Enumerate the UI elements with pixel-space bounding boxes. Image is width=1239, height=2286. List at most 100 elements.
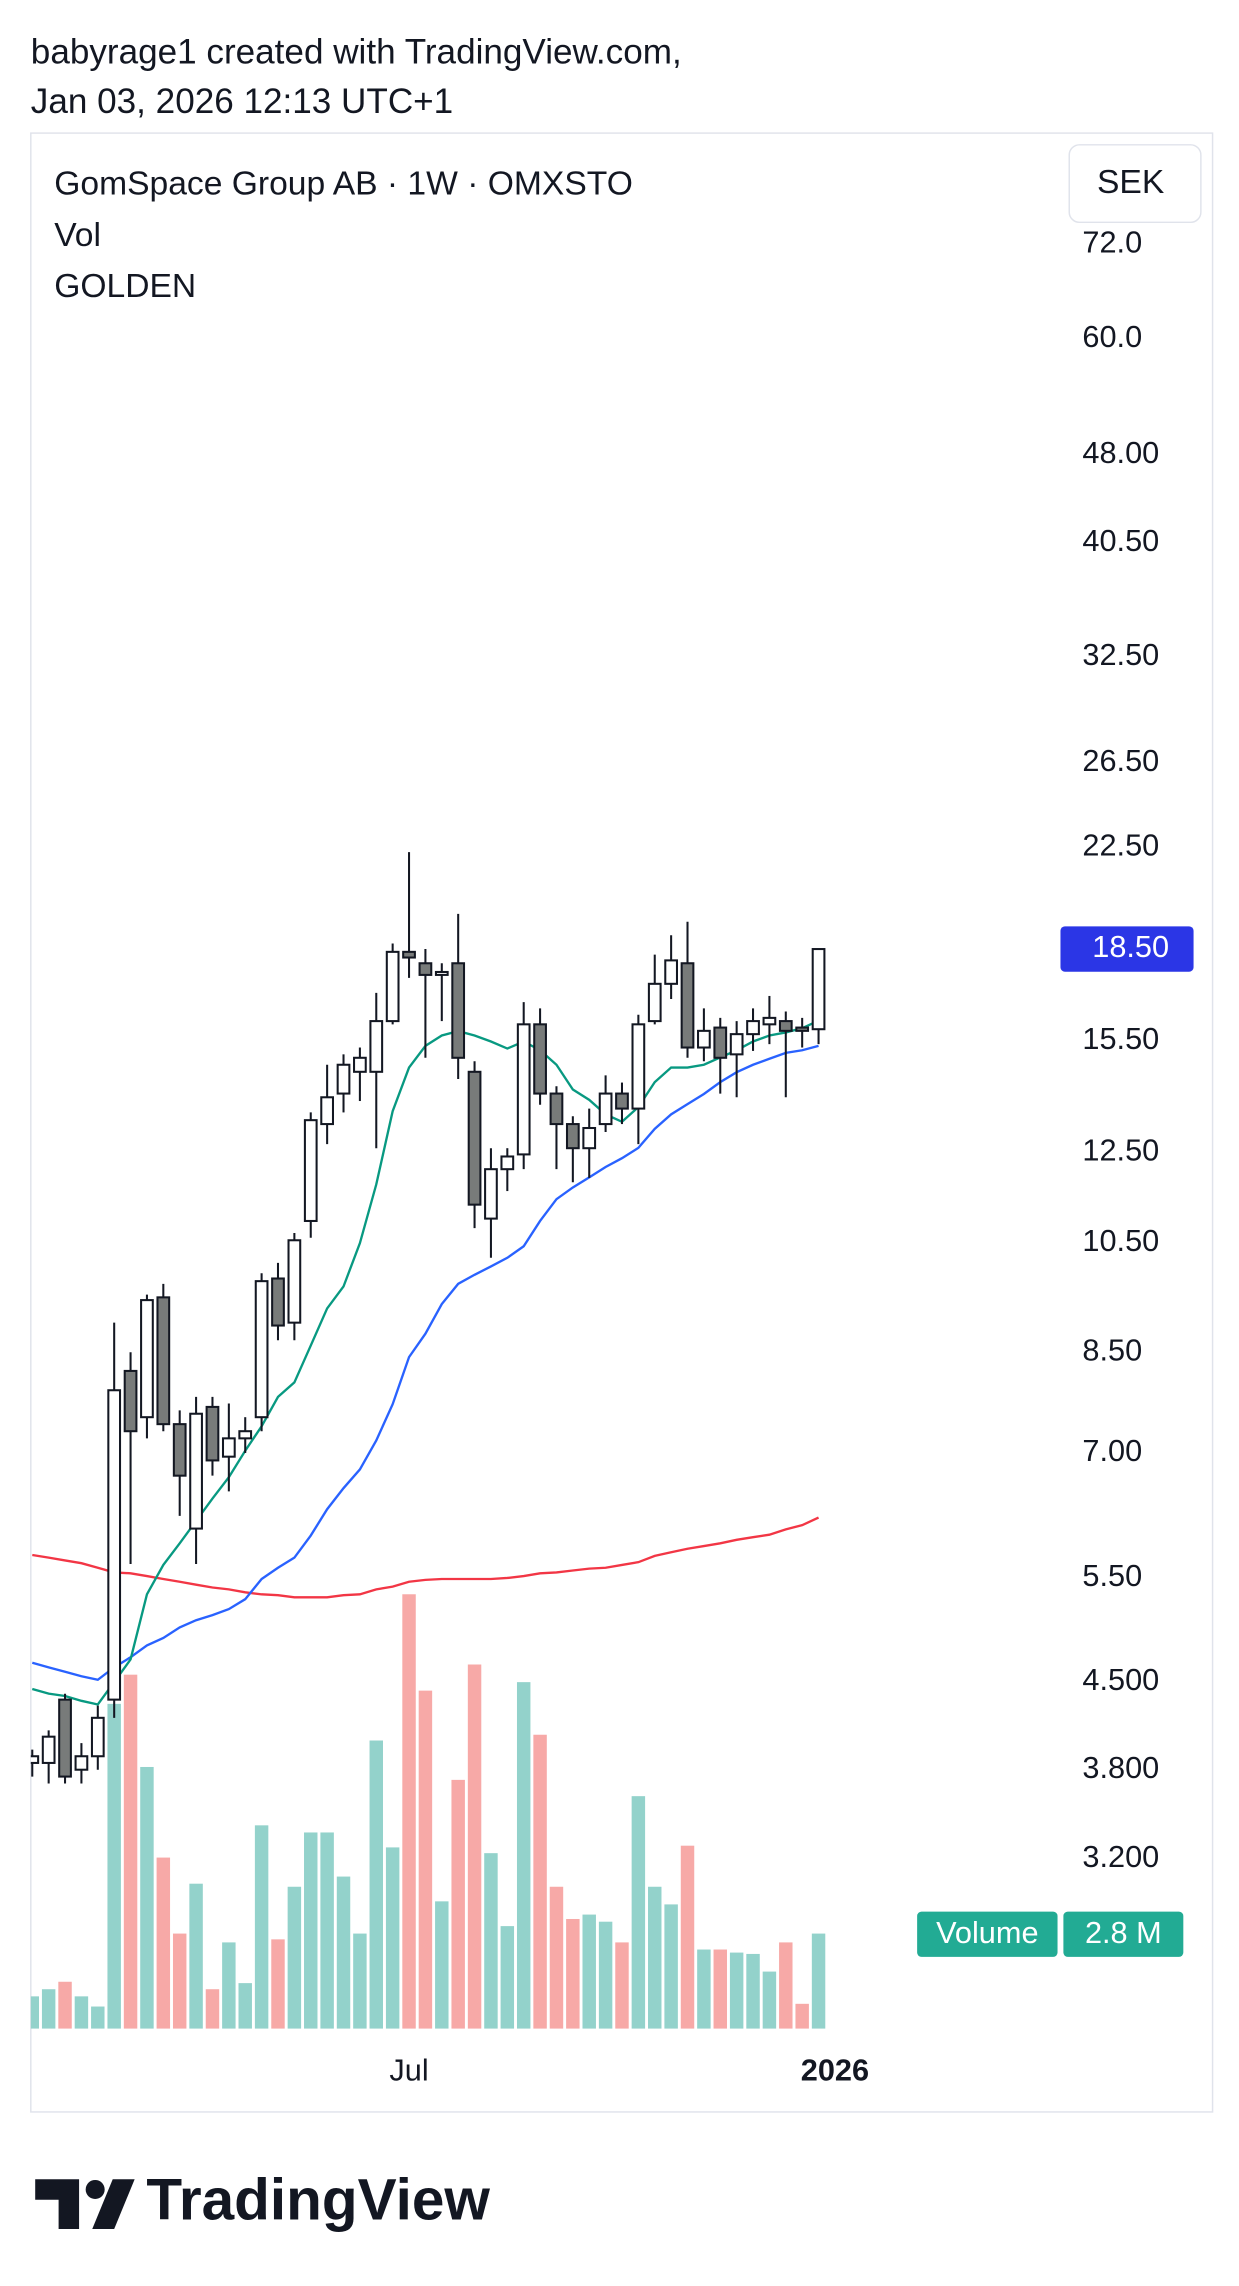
candle-body bbox=[107, 1389, 122, 1701]
chart-frame bbox=[30, 132, 1214, 2113]
volume-bar bbox=[254, 1825, 269, 2029]
candle-body bbox=[221, 1437, 236, 1458]
candle-body bbox=[336, 1063, 351, 1095]
candle-body bbox=[533, 1023, 547, 1095]
y-tick-label: 22.50 bbox=[1082, 828, 1159, 863]
volume-bar bbox=[336, 1876, 351, 2029]
y-tick-label: 15.50 bbox=[1082, 1021, 1159, 1056]
candle-body bbox=[500, 1155, 515, 1171]
candle-body bbox=[778, 1020, 793, 1032]
y-tick-label: 48.00 bbox=[1082, 435, 1159, 470]
volume-bar bbox=[729, 1952, 744, 2029]
candle-body bbox=[271, 1277, 285, 1327]
y-tick-label: 72.0 bbox=[1082, 225, 1142, 260]
candle-body bbox=[582, 1126, 597, 1150]
candle-body bbox=[90, 1716, 105, 1758]
volume-bar bbox=[205, 1989, 220, 2029]
tradingview-logo bbox=[35, 2179, 135, 2229]
volume-bar bbox=[238, 1983, 252, 2029]
volume-bar bbox=[484, 1853, 498, 2029]
volume-bar bbox=[615, 1942, 629, 2029]
volume-bar bbox=[582, 1914, 596, 2029]
volume-bar bbox=[287, 1886, 302, 2029]
candle-body bbox=[598, 1092, 613, 1126]
candle-body bbox=[385, 950, 400, 1023]
moving-average bbox=[32, 1516, 820, 1599]
candle-body bbox=[434, 970, 449, 976]
volume-value-tag bbox=[1063, 1911, 1184, 1957]
candle-body bbox=[30, 1755, 40, 1764]
candle-body bbox=[303, 1119, 318, 1222]
moving-average bbox=[31, 1044, 819, 1682]
candle-body bbox=[697, 1029, 711, 1049]
volume-bar bbox=[746, 1953, 760, 2029]
candle-body bbox=[58, 1698, 72, 1778]
candle-body bbox=[549, 1092, 564, 1126]
volume-bar bbox=[811, 1933, 826, 2029]
y-tick-label: 7.00 bbox=[1082, 1433, 1142, 1468]
candle-body bbox=[238, 1430, 253, 1440]
volume-name: Volume bbox=[936, 1915, 1038, 1950]
volume-bar bbox=[516, 1682, 531, 2029]
candle-body bbox=[156, 1296, 171, 1426]
volume-bar bbox=[140, 1766, 154, 2029]
chart-title: GomSpace Group AB · 1W · OMXSTO bbox=[54, 166, 633, 203]
y-tick-label: 4.500 bbox=[1082, 1662, 1159, 1697]
candle-body bbox=[647, 982, 662, 1023]
candle-body bbox=[516, 1023, 531, 1156]
candle-body bbox=[189, 1412, 203, 1530]
candle-body bbox=[353, 1056, 367, 1073]
x-tick-label: Jul bbox=[389, 2053, 428, 2088]
candle-body bbox=[746, 1020, 760, 1036]
volume-bar bbox=[566, 1918, 580, 2029]
volume-bar bbox=[533, 1734, 547, 2029]
y-tick-label: 26.50 bbox=[1082, 743, 1159, 778]
volume-name-tag bbox=[917, 1911, 1058, 1957]
candle-body bbox=[615, 1092, 629, 1110]
logo-t bbox=[35, 2179, 80, 2229]
logo-dot bbox=[85, 2179, 105, 2199]
candle-body bbox=[369, 1020, 384, 1073]
volume-bar bbox=[41, 1989, 56, 2029]
volume-bar bbox=[30, 1996, 40, 2029]
volume-bar bbox=[74, 1996, 89, 2029]
volume-bar bbox=[648, 1886, 662, 2029]
volume-bar bbox=[795, 2003, 809, 2029]
candle-body bbox=[123, 1369, 138, 1433]
volume-bar bbox=[435, 1901, 449, 2029]
y-tick-label: 5.50 bbox=[1082, 1558, 1142, 1593]
candle-body bbox=[451, 962, 466, 1059]
volume-bar bbox=[91, 2006, 105, 2029]
volume-bar bbox=[320, 1832, 334, 2029]
volume-bar bbox=[631, 1796, 646, 2029]
candle-body bbox=[402, 950, 416, 959]
volume-bar bbox=[500, 1926, 515, 2029]
last-price-label: 18.50 bbox=[1092, 929, 1169, 964]
volume-bar bbox=[680, 1845, 695, 2029]
currency-button[interactable] bbox=[1068, 144, 1202, 224]
candle-body bbox=[254, 1280, 269, 1419]
volume-bar bbox=[467, 1664, 482, 2029]
legend-vol: Vol bbox=[54, 217, 101, 254]
volume-bar bbox=[664, 1904, 678, 2029]
last-price-tag bbox=[1060, 926, 1194, 972]
candle-body bbox=[320, 1096, 335, 1126]
volume-bar bbox=[189, 1883, 203, 2029]
volume-bar bbox=[418, 1690, 433, 2029]
currency-label[interactable]: SEK bbox=[1097, 164, 1165, 201]
candle-body bbox=[287, 1239, 302, 1324]
legend-golden: GOLDEN bbox=[54, 268, 196, 305]
date-line: Jan 03, 2026 12:13 UTC+1 bbox=[31, 82, 453, 121]
y-tick-label: 12.50 bbox=[1082, 1132, 1159, 1167]
volume-bar bbox=[697, 1949, 711, 2029]
volume-bar bbox=[271, 1939, 285, 2029]
volume-bar bbox=[353, 1933, 367, 2029]
candle-body bbox=[205, 1405, 220, 1462]
volume-bar bbox=[58, 1981, 72, 2029]
plot-area bbox=[30, 852, 826, 2029]
candle-body bbox=[680, 962, 695, 1049]
y-tick-label: 8.50 bbox=[1082, 1332, 1142, 1367]
y-tick-label: 40.50 bbox=[1082, 523, 1159, 558]
volume-bar bbox=[385, 1847, 400, 2029]
